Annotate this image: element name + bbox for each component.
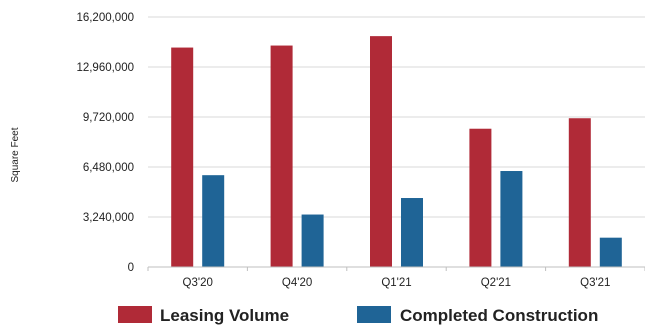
- y-tick-label: 12,960,000: [76, 62, 134, 74]
- y-tick-label: 6,480,000: [83, 162, 134, 174]
- y-axis-label: Square Feet: [10, 127, 21, 182]
- x-tick-label: Q3'21: [580, 277, 610, 289]
- y-tick-label: 9,720,000: [83, 112, 134, 124]
- bar-completed-construction: [401, 198, 423, 267]
- legend-label-completed-construction: Completed Construction: [400, 306, 598, 325]
- bar-completed-construction: [500, 171, 523, 267]
- bar-leasing-volume: [469, 128, 492, 267]
- bar-completed-construction: [202, 175, 225, 267]
- legend-label-leasing-volume: Leasing Volume: [160, 306, 289, 325]
- x-tick-label: Q3'20: [183, 277, 213, 289]
- x-tick-label: Q2'21: [481, 277, 511, 289]
- legend: Leasing Volume Completed Construction: [118, 306, 598, 325]
- bar-leasing-volume: [568, 118, 591, 268]
- y-tick-label: 0: [128, 262, 134, 274]
- bars: [171, 36, 622, 268]
- bar-leasing-volume: [270, 45, 293, 268]
- y-tick-label: 3,240,000: [83, 212, 134, 224]
- gridlines: [148, 16, 645, 218]
- bar-leasing-volume: [171, 47, 194, 267]
- axes: 0 3,240,000 6,480,000 9,720,000 12,960,000 16…: [76, 12, 645, 289]
- x-tick-label: Q1'21: [381, 277, 411, 289]
- bar-completed-construction: [301, 214, 324, 267]
- x-tick-label: Q4'20: [282, 277, 312, 289]
- y-tick-label: 16,200,000: [76, 12, 134, 24]
- bar-completed-construction: [599, 237, 622, 267]
- bar-leasing-volume: [370, 36, 392, 267]
- legend-swatch-completed-construction: [357, 306, 391, 323]
- legend-swatch-leasing-volume: [118, 306, 152, 323]
